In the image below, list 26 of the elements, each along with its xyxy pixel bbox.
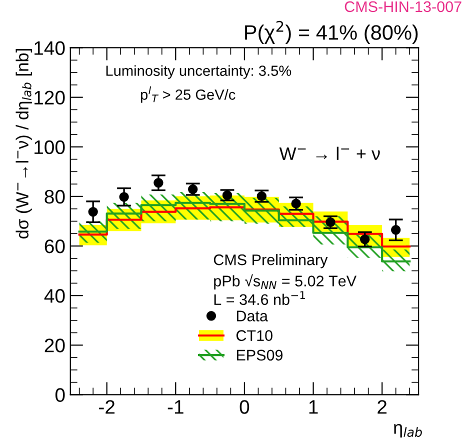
y-tick-label: 20: [44, 338, 65, 352]
annotation: Luminosity uncertainty: 3.5%: [106, 65, 292, 79]
y-axis-title: dσ (W$^{−}$→l$^{−}$ν) / dη$_{lab}$ [nb]: [16, 49, 32, 238]
x-tick-label: -1: [168, 400, 184, 414]
annotation: pPb √s$_{NN}$ = 5.02 TeV: [214, 274, 356, 290]
y-tick-label: 80: [44, 190, 65, 204]
chart-title: P(χ$^{2}$) = 41% (80%): [245, 20, 418, 44]
y-tick-label: 100: [34, 140, 65, 154]
text: CMS-HIN-13-007: [344, 1, 462, 12]
y-tick-label: 40: [44, 289, 65, 303]
x-axis-title: η$_{lab}$: [394, 424, 422, 438]
annotation: L = 34.6 nb$^{−1}$: [214, 291, 305, 306]
y-tick-label: 120: [34, 90, 65, 105]
y-tick-label: 60: [44, 239, 65, 254]
legend-label: CT10: [236, 330, 272, 341]
x-tick-label: 0: [240, 400, 250, 414]
annotation: p$^{l}$$_{T}$ > 25 GeV/c: [140, 86, 236, 103]
legend-label: Data: [236, 310, 268, 322]
x-tick-label: -2: [99, 400, 115, 414]
x-tick-label: 1: [309, 400, 318, 414]
y-tick-label: 140: [34, 41, 65, 55]
y-tick-label: 0: [55, 388, 65, 402]
x-tick-label: 2: [378, 400, 387, 414]
legend-label: EPS09: [236, 350, 283, 361]
annotation: W$^{−}$ → l$^{−}$ + ν: [279, 146, 380, 160]
annotation: CMS Preliminary: [214, 254, 328, 268]
